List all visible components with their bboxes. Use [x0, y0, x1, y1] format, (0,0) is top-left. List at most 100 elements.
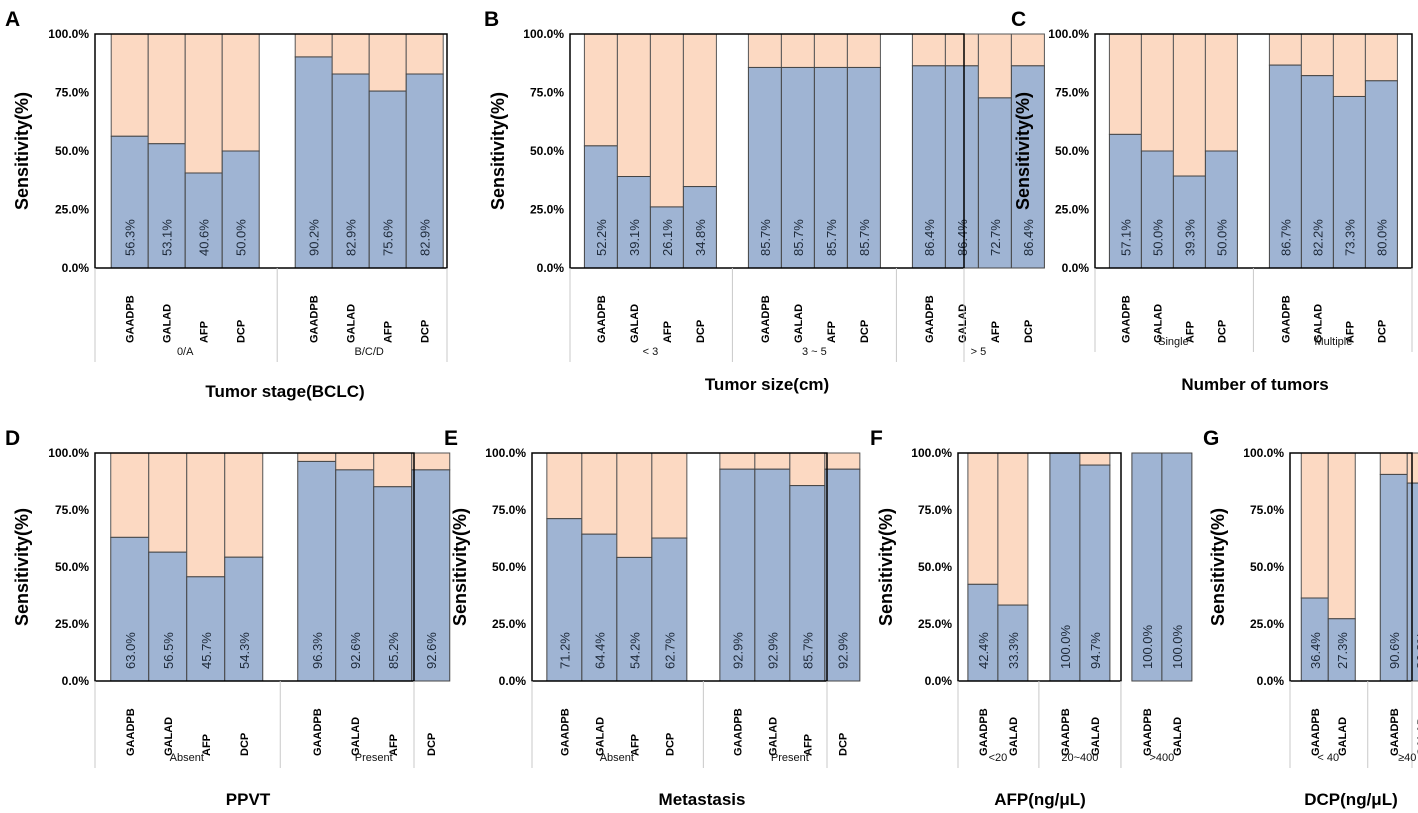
group-label: Present [355, 752, 393, 764]
bar-remainder [650, 34, 683, 207]
y-tick-label: 0.0% [62, 674, 90, 688]
bar-remainder [1301, 453, 1328, 598]
bar-value-label: 85.7% [824, 219, 839, 256]
category-label: GAADPB [1280, 295, 1292, 343]
y-axis-title: Sensitivity(%) [1013, 92, 1033, 210]
bar-remainder [187, 453, 225, 577]
bar-value-label: 34.8% [693, 219, 708, 256]
category-label: GALAD [793, 304, 805, 343]
bar-remainder [149, 453, 187, 552]
category-label: AFP [662, 321, 674, 343]
y-axis-title: Sensitivity(%) [12, 508, 32, 626]
bar-remainder [720, 453, 755, 469]
bar-value-label: 86.7% [1278, 219, 1293, 256]
y-tick-label: 75.0% [1250, 503, 1284, 517]
y-tick-label: 50.0% [1250, 560, 1284, 574]
panel-b: B Sensitivity(%) 0.0% 25.0% 50.0% 75.0% 100.0%… [484, 8, 1044, 394]
category-label: GAADPB [596, 295, 608, 343]
bar-value-label: 33.3% [1006, 632, 1021, 669]
category-label: GAADPB [978, 708, 990, 756]
x-axis-title: Metastasis [659, 790, 746, 809]
y-tick-label: 75.0% [1055, 86, 1089, 100]
category-label: GAADPB [559, 708, 571, 756]
x-axis-title: AFP(ng/μL) [994, 790, 1086, 809]
bar-value-label: 26.1% [660, 219, 675, 256]
bar-value-label: 54.3% [237, 632, 252, 669]
y-tick-label: 25.0% [492, 617, 526, 631]
panel-g: GSensitivity(%)0.0%25.0%50.0%75.0%100.0%… [1203, 427, 1418, 809]
y-axis-title: Sensitivity(%) [450, 508, 470, 626]
bar-remainder [298, 453, 336, 461]
category-label: GALAD [767, 717, 779, 756]
bar-remainder [781, 34, 814, 67]
panel-c: C Sensitivity(%) 0.0% 25.0% 50.0% 75.0% 100.0%… [1011, 8, 1412, 394]
panel-d: D Sensitivity(%) 0.0% 25.0% 50.0% 75.0% 100.0%… [5, 427, 450, 809]
category-label: DCP [239, 733, 251, 756]
category-label: GAADPB [924, 295, 936, 343]
bar-value-label: 85.2% [386, 632, 401, 669]
y-tick-label: 50.0% [1055, 144, 1089, 158]
bar-remainder [225, 453, 263, 557]
group-label: Present [771, 752, 809, 764]
y-tick-label: 0.0% [1062, 261, 1090, 275]
y-tick-label: 75.0% [55, 86, 89, 100]
bar-remainder [369, 34, 406, 91]
bar-remainder [1080, 453, 1110, 465]
panel-label: A [5, 8, 20, 31]
bar-value-label: 90.2% [307, 219, 322, 256]
category-label: DCP [695, 320, 707, 343]
panel-f: F Sensitivity(%) 0.0% 25.0% 50.0% 75.0% 100.0%… [870, 427, 1192, 809]
bar-remainder [332, 34, 369, 74]
bar-value-label: 86.4% [922, 219, 937, 256]
figure: A Sensitivity(%) 0.0% 25.0% 50.0% 75.0% 100.0%… [0, 0, 1418, 813]
group-label: 3 ~ 5 [802, 346, 827, 358]
bar-remainder [222, 34, 259, 151]
bar-value-label: 92.6% [424, 632, 439, 669]
bar-value-label: 86.8% [1414, 632, 1418, 669]
bar-remainder [374, 453, 412, 487]
bar-remainder [1301, 34, 1333, 76]
bar-remainder [1328, 453, 1355, 619]
bar-value-label: 86.4% [1021, 219, 1036, 256]
category-label: GALAD [163, 717, 175, 756]
y-tick-label: 0.0% [1257, 674, 1285, 688]
bar-remainder [148, 34, 185, 144]
bar-remainder [582, 453, 617, 534]
bar-value-label: 56.5% [161, 632, 176, 669]
group-label: Multiple [1314, 336, 1352, 348]
bar-remainder [748, 34, 781, 67]
y-tick-label: 100.0% [911, 446, 952, 460]
category-label: AFP [826, 321, 838, 343]
bar-remainder [295, 34, 332, 57]
y-tick-label: 50.0% [55, 144, 89, 158]
x-axis-title: DCP(ng/μL) [1304, 790, 1398, 809]
group-label: 20~400 [1061, 752, 1098, 764]
group-label: 0/A [177, 346, 194, 358]
bar-value-label: 90.6% [1387, 632, 1402, 669]
bar-remainder [1011, 34, 1044, 66]
y-tick-label: 25.0% [918, 617, 952, 631]
bar-remainder [825, 453, 860, 469]
bar-remainder [998, 453, 1028, 605]
category-label: GALAD [350, 717, 362, 756]
bar-value-label: 86.4% [955, 219, 970, 256]
y-tick-label: 75.0% [530, 86, 564, 100]
group-label: <20 [989, 752, 1008, 764]
group-label: Absent [170, 752, 204, 764]
bar-value-label: 50.0% [1214, 219, 1229, 256]
bar-value-label: 85.7% [857, 219, 872, 256]
category-label: DCP [1216, 320, 1228, 343]
panel-a: A Sensitivity(%) 0.0% 25.0% 50.0% 75.0% 100.0%… [5, 8, 447, 401]
bar-value-label: 39.1% [627, 219, 642, 256]
category-label: DCP [420, 320, 432, 343]
panel-label: D [5, 427, 20, 450]
category-label: GAADPB [1060, 708, 1072, 756]
bar-value-label: 39.3% [1182, 219, 1197, 256]
bar-remainder [406, 34, 443, 74]
category-label: DCP [1376, 320, 1388, 343]
bar-remainder [978, 34, 1011, 98]
y-tick-label: 100.0% [485, 446, 526, 460]
bar-value-label: 50.0% [1150, 219, 1165, 256]
group-label: B/C/D [355, 346, 384, 358]
category-label: GAADPB [732, 708, 744, 756]
